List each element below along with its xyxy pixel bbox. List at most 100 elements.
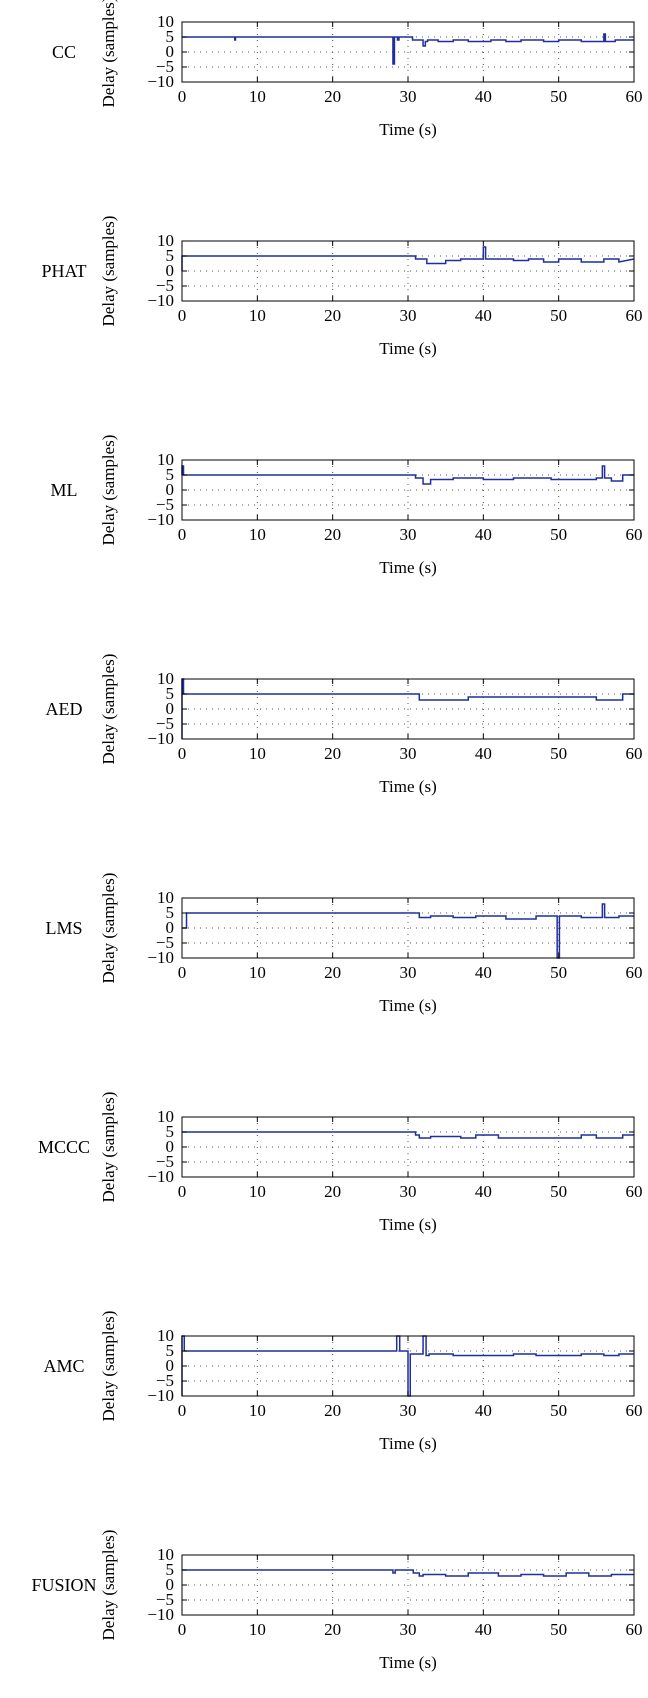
y-axis-label: Delay (samples) xyxy=(99,654,118,765)
x-tick-label: 50 xyxy=(550,87,567,106)
x-tick-label: 0 xyxy=(178,306,187,325)
x-tick-label: 10 xyxy=(249,306,266,325)
y-tick-label: 10 xyxy=(157,669,174,688)
y-tick-label: 0 xyxy=(166,918,175,937)
x-tick-label: 0 xyxy=(178,1182,187,1201)
x-axis-label: Time (s) xyxy=(379,339,436,358)
x-tick-label: 0 xyxy=(178,87,187,106)
y-tick-label: −10 xyxy=(147,72,174,91)
y-tick-label: −5 xyxy=(156,714,174,733)
x-axis-label: Time (s) xyxy=(379,777,436,796)
y-tick-label: 0 xyxy=(166,480,175,499)
x-tick-label: 30 xyxy=(400,525,417,544)
x-tick-label: 10 xyxy=(249,963,266,982)
y-tick-label: 5 xyxy=(166,27,175,46)
x-axis-label: Time (s) xyxy=(379,1215,436,1234)
x-tick-label: 60 xyxy=(626,744,643,763)
delay-series-line xyxy=(182,1131,634,1139)
x-tick-label: 40 xyxy=(475,1182,492,1201)
x-tick-label: 30 xyxy=(400,963,417,982)
y-tick-label: 0 xyxy=(166,1575,175,1594)
y-tick-label: −5 xyxy=(156,495,174,514)
x-axis-label: Time (s) xyxy=(379,996,436,1015)
y-tick-label: 5 xyxy=(166,465,175,484)
x-tick-label: 0 xyxy=(178,525,187,544)
x-tick-label: 0 xyxy=(178,744,187,763)
x-tick-label: 10 xyxy=(249,87,266,106)
x-tick-label: 40 xyxy=(475,1620,492,1639)
y-axis-label: Delay (samples) xyxy=(99,1092,118,1203)
y-tick-label: 5 xyxy=(166,246,175,265)
y-tick-label: 5 xyxy=(166,1560,175,1579)
x-tick-label: 60 xyxy=(626,963,643,982)
x-tick-label: 10 xyxy=(249,525,266,544)
x-tick-label: 20 xyxy=(324,306,341,325)
delay-series-line xyxy=(181,246,635,271)
delay-series-line xyxy=(181,465,634,485)
x-tick-label: 20 xyxy=(324,1620,341,1639)
y-tick-label: 5 xyxy=(166,903,175,922)
y-tick-label: 10 xyxy=(157,12,174,31)
y-axis-label: Delay (samples) xyxy=(99,216,118,327)
x-axis-label: Time (s) xyxy=(379,120,436,139)
x-tick-label: 40 xyxy=(475,744,492,763)
y-tick-label: −5 xyxy=(156,276,174,295)
x-tick-label: 40 xyxy=(475,963,492,982)
method-label: AED xyxy=(46,699,83,719)
x-tick-label: 30 xyxy=(400,1401,417,1420)
x-tick-label: 60 xyxy=(626,1182,643,1201)
x-tick-label: 30 xyxy=(400,87,417,106)
x-tick-label: 0 xyxy=(178,963,187,982)
y-tick-label: −10 xyxy=(147,1167,174,1186)
x-tick-label: 20 xyxy=(324,525,341,544)
y-axis-label: Delay (samples) xyxy=(99,873,118,984)
x-tick-label: 60 xyxy=(626,1401,643,1420)
x-tick-label: 30 xyxy=(400,306,417,325)
x-tick-label: 40 xyxy=(475,306,492,325)
y-tick-label: −10 xyxy=(147,1605,174,1624)
x-tick-label: 10 xyxy=(249,1182,266,1201)
delay-series-line xyxy=(181,678,634,739)
subplot-mccc: MCCC Delay (samples) 0 10 20 30 40 50 601050−5−1… xyxy=(38,1092,643,1234)
method-label: CC xyxy=(52,42,76,62)
x-tick-label: 20 xyxy=(324,744,341,763)
subplot-ml: ML Delay (samples) 0 10 20 30 40 50 601050−5−10T… xyxy=(51,435,643,577)
y-tick-label: 10 xyxy=(157,1107,174,1126)
y-axis-label: Delay (samples) xyxy=(99,1311,118,1422)
x-tick-label: 50 xyxy=(550,525,567,544)
y-tick-label: 0 xyxy=(166,42,175,61)
method-label: MCCC xyxy=(38,1137,90,1157)
y-tick-label: −5 xyxy=(156,1152,174,1171)
delay-series-line xyxy=(182,1569,634,1577)
x-tick-label: 20 xyxy=(324,1182,341,1201)
y-tick-label: 5 xyxy=(166,1122,175,1141)
y-tick-label: −10 xyxy=(147,948,174,967)
y-tick-label: 5 xyxy=(166,684,175,703)
y-tick-label: −5 xyxy=(156,933,174,952)
x-tick-label: 60 xyxy=(626,306,643,325)
y-axis-label: Delay (samples) xyxy=(99,435,118,546)
x-tick-label: 50 xyxy=(550,744,567,763)
y-tick-label: −5 xyxy=(156,57,174,76)
x-tick-label: 50 xyxy=(550,963,567,982)
x-tick-label: 30 xyxy=(400,1182,417,1201)
y-tick-label: 10 xyxy=(157,450,174,469)
y-tick-label: 0 xyxy=(166,1356,175,1375)
y-tick-label: 0 xyxy=(166,261,175,280)
y-tick-label: −10 xyxy=(147,291,174,310)
method-label: AMC xyxy=(43,1356,84,1376)
y-tick-label: 10 xyxy=(157,231,174,250)
y-axis-label: Delay (samples) xyxy=(99,0,118,107)
x-tick-label: 60 xyxy=(626,525,643,544)
x-tick-label: 60 xyxy=(626,1620,643,1639)
delay-series-line xyxy=(182,903,634,959)
y-axis-label: Delay (samples) xyxy=(99,1530,118,1641)
x-tick-label: 0 xyxy=(178,1401,187,1420)
y-tick-label: 10 xyxy=(157,1545,174,1564)
x-axis-label: Time (s) xyxy=(379,558,436,577)
x-tick-label: 50 xyxy=(550,1182,567,1201)
y-tick-label: 10 xyxy=(157,888,174,907)
x-tick-label: 40 xyxy=(475,525,492,544)
